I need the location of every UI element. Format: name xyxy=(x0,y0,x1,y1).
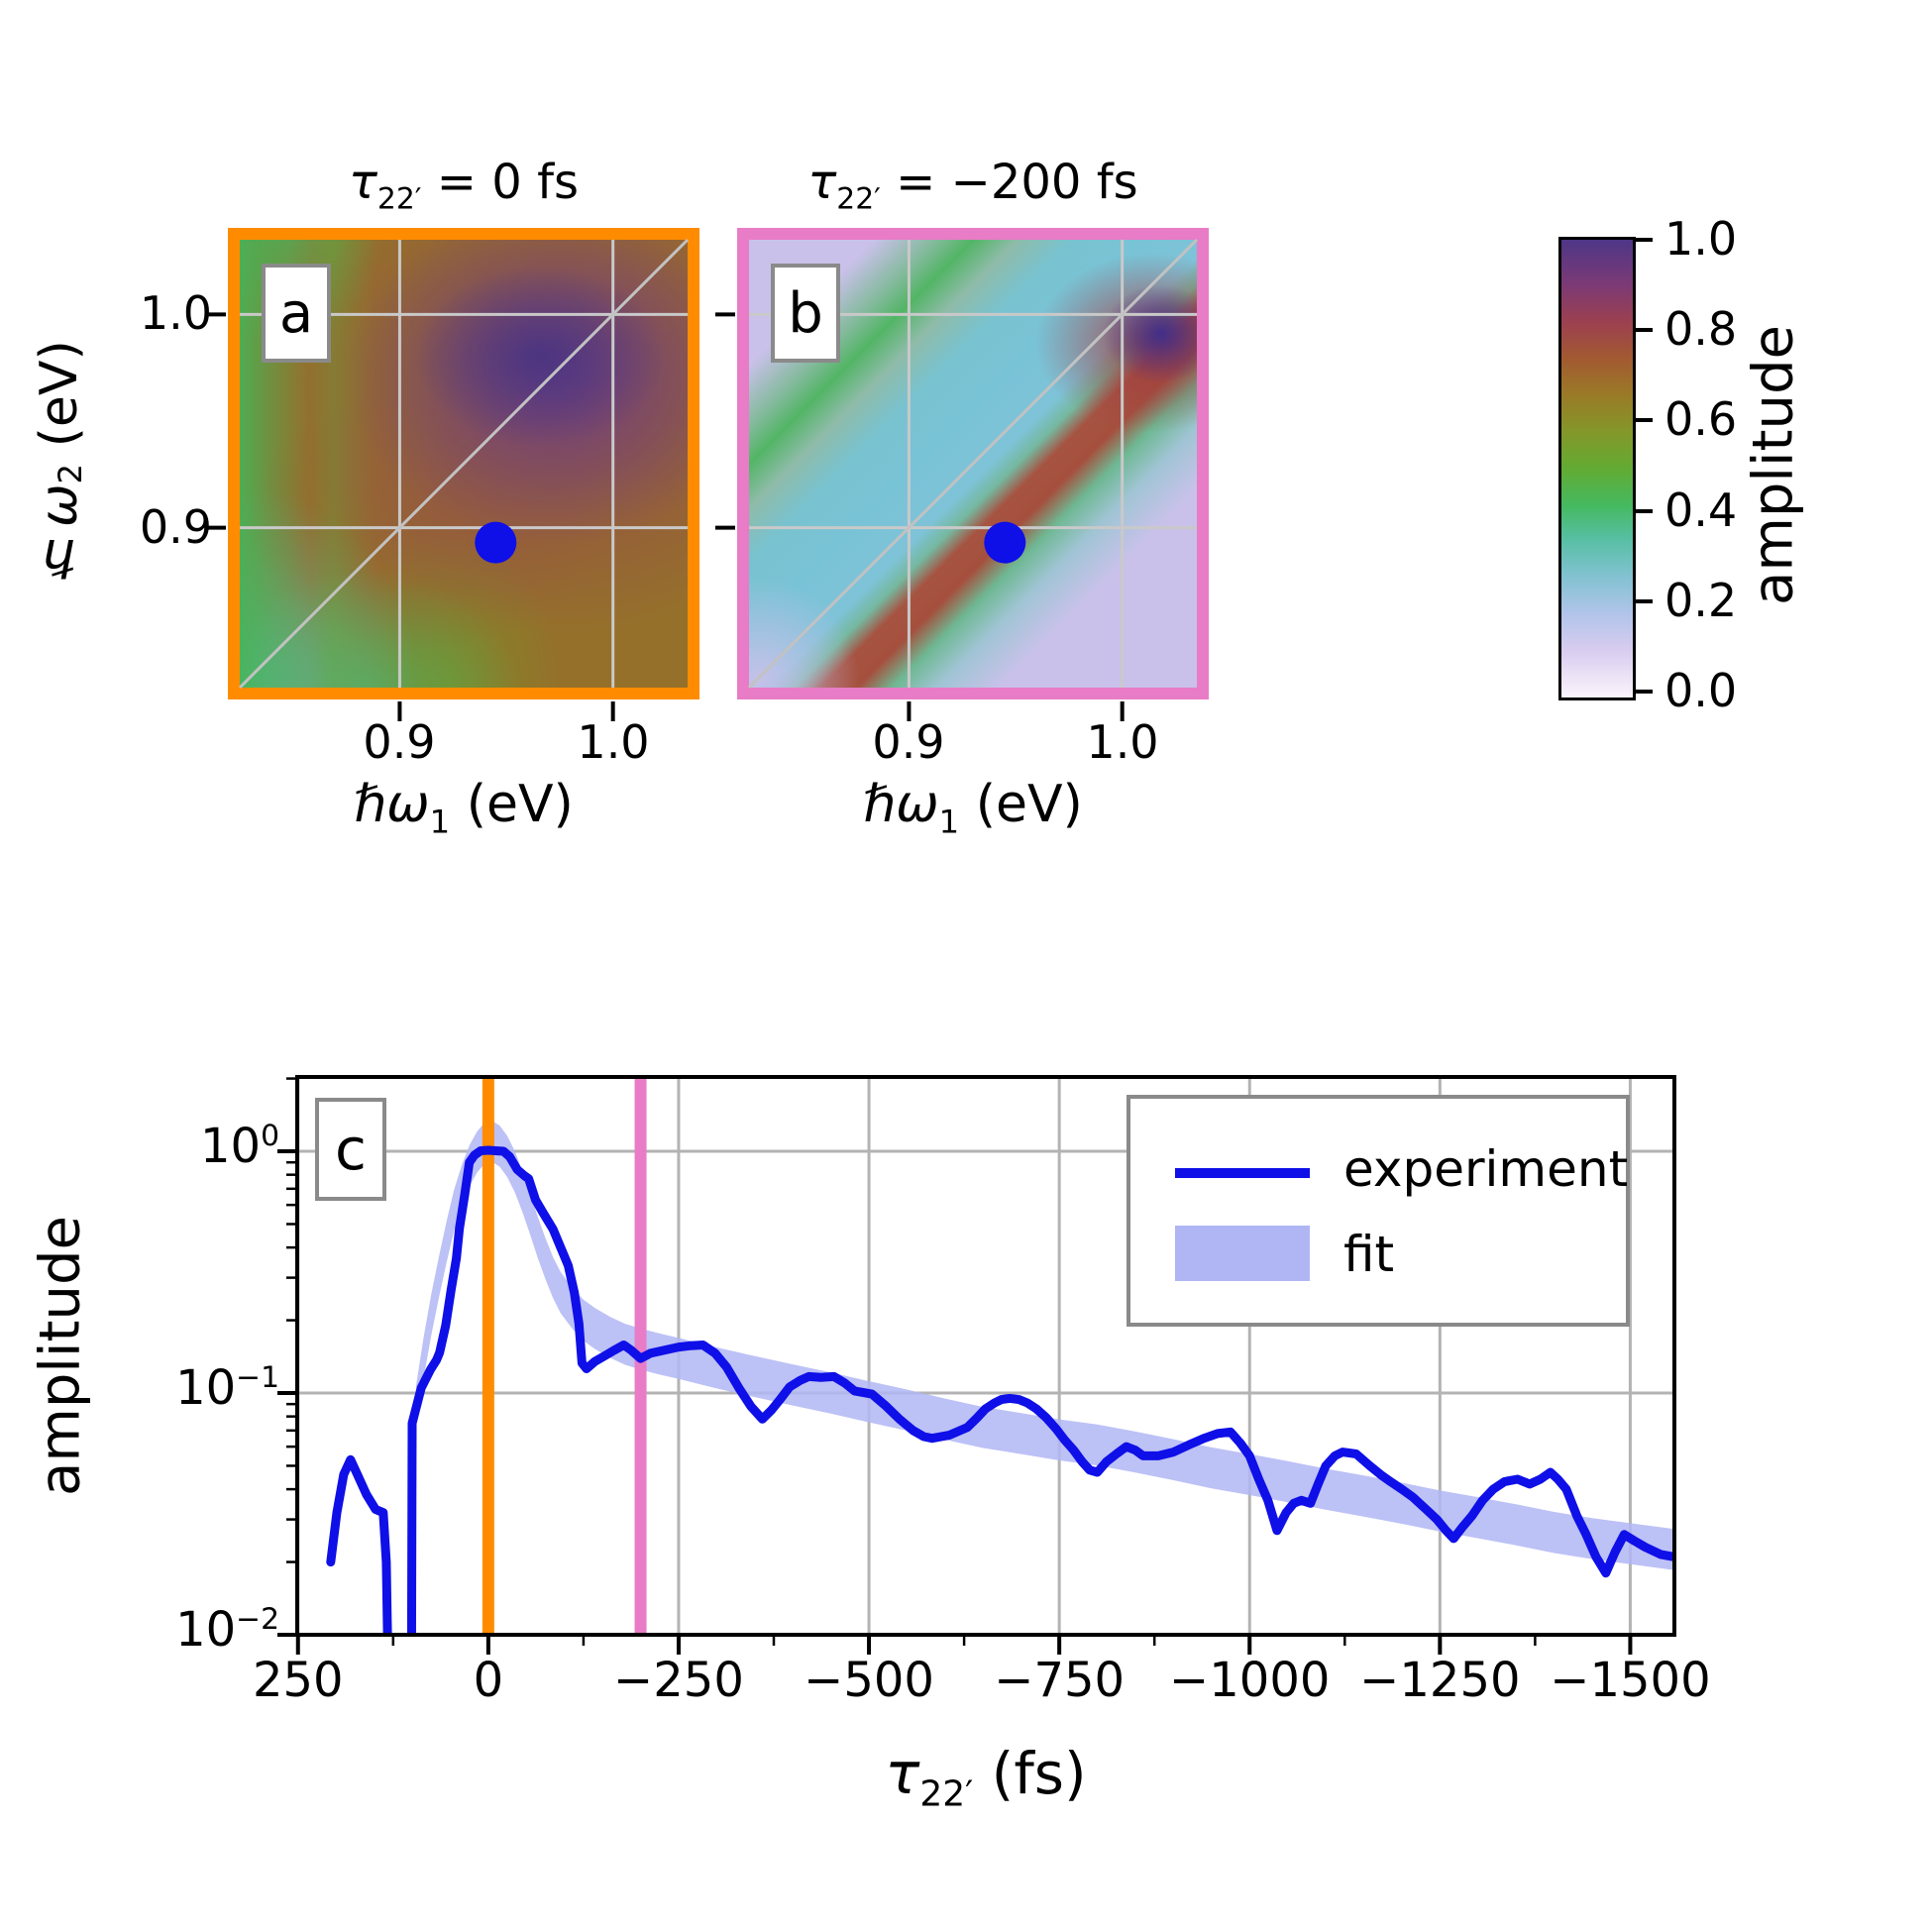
panel-a-xtick-1.0: 1.0 xyxy=(577,715,650,769)
panel-b-xlabel-symbol: ℏω xyxy=(863,775,939,834)
panel-c-xtick-label: −750 xyxy=(994,1653,1126,1708)
panel-b-title: τ22′ = −200 fs xyxy=(737,151,1209,217)
colorbar-tick-mark xyxy=(1636,690,1653,694)
panel-c-xtick-label: 0 xyxy=(473,1653,504,1708)
panel-a-title-symbol: τ xyxy=(349,155,377,210)
legend-experiment-line-swatch xyxy=(1175,1168,1310,1178)
colorbar-tick-mark xyxy=(1636,418,1653,423)
panel-c-ylabel: amplitude xyxy=(28,1216,93,1496)
panel-c-xtick-label: −500 xyxy=(804,1653,934,1708)
legend-fit-band-swatch xyxy=(1175,1226,1310,1281)
panel-c-xtick-label: −250 xyxy=(613,1653,744,1708)
colorbar-tick-mark xyxy=(1636,508,1653,513)
panel-c-ytick-label: 10−2 xyxy=(175,1602,279,1658)
panel-c-xlabel-unit: (fs) xyxy=(973,1740,1087,1807)
panel-a-xtick-0.9: 0.9 xyxy=(363,715,436,769)
panel-c-xtick-label: −1500 xyxy=(1550,1653,1711,1708)
panel-a-ylabel-unit: (eV) xyxy=(29,340,89,465)
panel-b-xlabel-unit: (eV) xyxy=(959,775,1083,834)
panel-a-title-subscript: 22′ xyxy=(376,181,422,217)
panel-a-ylabel: ℏω2 (eV) xyxy=(28,228,91,699)
panel-c-xtick-label: −1000 xyxy=(1169,1653,1331,1708)
panel-c-xtick-label: −1250 xyxy=(1359,1653,1521,1708)
panel-c-xlabel-symbol: τ xyxy=(885,1740,920,1807)
panel-a-letter: a xyxy=(278,280,314,346)
panel-a-overlay xyxy=(206,238,690,721)
panel-b-xtick-1.0: 1.0 xyxy=(1086,715,1159,769)
experiment-line xyxy=(326,1454,392,1635)
panel-c-ytick-label: 100 xyxy=(199,1119,279,1175)
panel-a-ylabel-symbol: ℏω xyxy=(29,483,89,588)
panel-a-frame: a xyxy=(206,228,699,721)
panel-b-letter: b xyxy=(788,280,823,346)
panel-b-xlabel-subscript: 1 xyxy=(938,803,960,841)
colorbar-tick-mark xyxy=(1636,238,1653,242)
panel-b-overlay xyxy=(715,238,1199,721)
panel-c-xlabel-subscript: 22′ xyxy=(919,1773,974,1815)
panel-c-ytick-label: 10−1 xyxy=(175,1360,279,1416)
colorbar-tick-mark xyxy=(1636,598,1653,603)
panel-a-xlabel-unit: (eV) xyxy=(450,775,574,834)
colorbar xyxy=(1558,237,1636,700)
colorbar-tick-label: 0.2 xyxy=(1664,573,1738,627)
legend-fit-label: fit xyxy=(1343,1226,1395,1283)
probe-point-marker xyxy=(475,521,517,564)
colorbar-label: amplitude xyxy=(1741,325,1806,606)
panel-b-xlabel: ℏω1 (eV) xyxy=(737,775,1209,840)
plot-border xyxy=(295,1075,1676,1637)
colorbar-tick-label: 0.4 xyxy=(1664,483,1738,537)
panel-a-title-value: = 0 fs xyxy=(421,155,579,210)
panel-a-ytick-0.9: 0.9 xyxy=(139,500,212,554)
colorbar-tick-label: 1.0 xyxy=(1664,212,1738,266)
panel-a-ylabel-subscript: 2 xyxy=(52,464,90,484)
panel-a-letter-box: a xyxy=(262,264,331,363)
panel-a-xlabel: ℏω1 (eV) xyxy=(228,775,699,840)
panel-c-xtick-label: 250 xyxy=(252,1653,344,1708)
panel-b-letter-box: b xyxy=(771,264,840,363)
panel-c-letter-box: c xyxy=(315,1098,386,1201)
colorbar-tick-label: 0.8 xyxy=(1664,302,1738,357)
legend-experiment-label: experiment xyxy=(1343,1140,1629,1198)
panel-c-letter: c xyxy=(335,1116,367,1183)
diagonal-line xyxy=(238,238,690,690)
panel-b-title-symbol: τ xyxy=(807,155,837,210)
colorbar-tick-label: 0.0 xyxy=(1664,664,1738,717)
panel-b-title-value: = −200 fs xyxy=(880,155,1138,210)
probe-point-marker xyxy=(984,521,1026,564)
panel-b-xtick-0.9: 0.9 xyxy=(872,715,945,769)
panel-a-title: τ22′ = 0 fs xyxy=(228,151,699,217)
panel-a-xlabel-subscript: 1 xyxy=(429,803,451,841)
colorbar-tick-mark xyxy=(1636,328,1653,333)
colorbar-tick-label: 0.6 xyxy=(1664,392,1738,447)
experiment-line xyxy=(406,1145,1674,1635)
panel-a-ytick-1.0: 1.0 xyxy=(139,286,212,340)
panel-a-xlabel-symbol: ℏω xyxy=(354,775,430,834)
panel-b-title-subscript: 22′ xyxy=(836,181,881,217)
panel-b-frame: b xyxy=(715,228,1209,721)
panel-c-plot xyxy=(277,1075,1676,1655)
diagonal-line xyxy=(747,238,1199,690)
panel-c-xlabel: τ22′ (fs) xyxy=(689,1740,1283,1815)
legend: experiment fit xyxy=(1127,1095,1630,1327)
